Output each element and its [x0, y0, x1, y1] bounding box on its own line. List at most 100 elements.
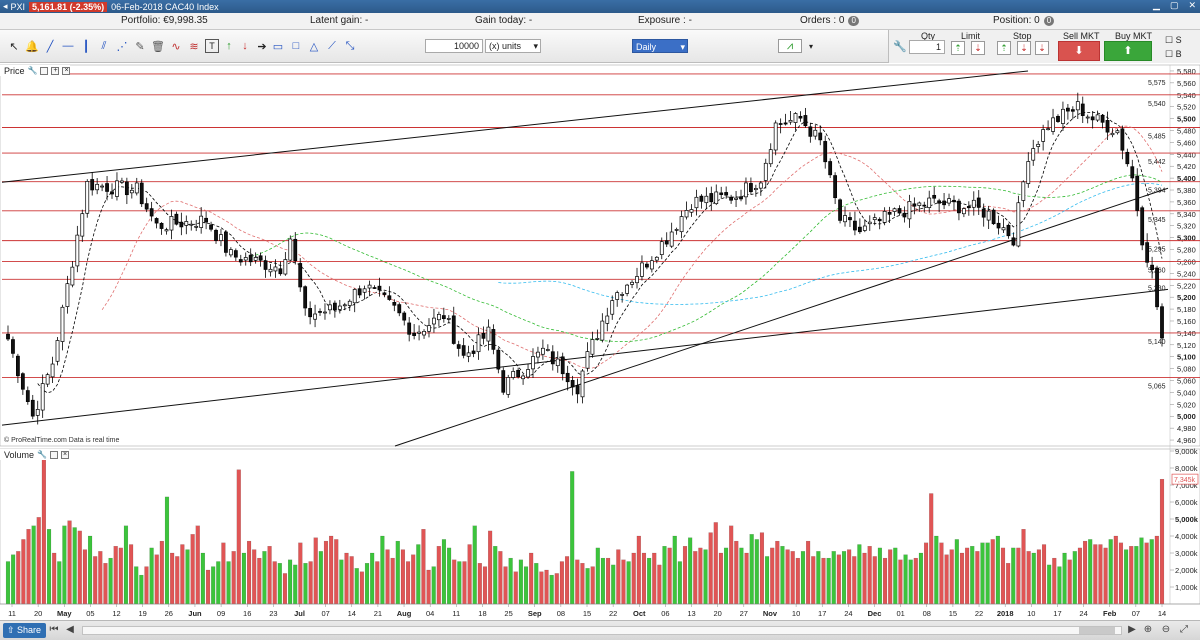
- zoom-in-icon[interactable]: ⊕: [1143, 624, 1153, 635]
- candle-up: [95, 183, 100, 191]
- close-icon[interactable]: ✕: [1188, 0, 1196, 10]
- limit-sell-icon[interactable]: ⇣: [971, 41, 985, 55]
- candle-up: [55, 340, 60, 362]
- orders-count-badge: 0: [848, 15, 859, 26]
- triangle-tool-icon[interactable]: △: [309, 40, 319, 53]
- time-axis-label: 08: [923, 609, 931, 618]
- time-axis-label: 23: [269, 609, 277, 618]
- volume-bar: [159, 540, 164, 605]
- volume-bar: [590, 566, 595, 605]
- units-select[interactable]: (x) units ▾: [485, 39, 541, 53]
- time-axis-label: 11: [452, 609, 460, 618]
- time-axis-label: 09: [217, 609, 225, 618]
- wrench-icon[interactable]: 🔧: [893, 40, 907, 53]
- zoom-out-icon[interactable]: ⊖: [1161, 624, 1171, 635]
- position-label[interactable]: Position: 0: [993, 15, 1040, 26]
- s-checkbox[interactable]: ☐ S: [1165, 35, 1182, 45]
- volume-bar: [170, 552, 175, 605]
- wrench-icon[interactable]: 🔧: [27, 66, 38, 75]
- volume-bar: [723, 547, 729, 605]
- scroll-right-icon[interactable]: ▶: [1128, 624, 1136, 635]
- sell-arrow-icon[interactable]: ↓: [242, 40, 248, 52]
- price-axis-label: 5,440: [1177, 150, 1196, 159]
- channel-tool-icon[interactable]: ⫽: [101, 39, 107, 52]
- measure-tool-icon[interactable]: ⟋: [328, 39, 336, 52]
- maximize-icon[interactable]: ▢: [1169, 0, 1179, 10]
- brush-icon[interactable]: ✎: [135, 40, 145, 53]
- volume-bar: [67, 520, 72, 605]
- candle-down: [461, 345, 466, 356]
- horizontal-line-icon[interactable]: —: [62, 40, 74, 52]
- window-menu-icon[interactable]: ◂: [3, 1, 8, 11]
- share-button[interactable]: ⇧ Share: [3, 623, 47, 638]
- arrow-right-icon[interactable]: ➔: [257, 40, 267, 53]
- restore-icon[interactable]: [50, 450, 58, 459]
- rectangle-tool-icon[interactable]: ▭: [272, 40, 284, 53]
- sell-market-button[interactable]: ⬇: [1058, 41, 1100, 61]
- volume-bar: [226, 561, 231, 605]
- candle-down: [159, 222, 164, 229]
- zoom-tool-icon[interactable]: ⤡: [345, 39, 355, 52]
- qty-input[interactable]: 1: [909, 40, 945, 54]
- candle-down: [318, 311, 322, 313]
- scroll-start-icon[interactable]: ⏮: [49, 624, 59, 635]
- candle-up: [590, 339, 595, 355]
- fibonacci-icon[interactable]: ∿: [171, 40, 181, 53]
- chevron-down-icon[interactable]: ▾: [808, 41, 813, 51]
- candle-down: [991, 209, 996, 225]
- limit-buy-icon[interactable]: ⇡: [951, 41, 965, 55]
- volume-bar: [257, 557, 262, 605]
- volume-bar: [1103, 547, 1108, 605]
- volume-bar: [293, 564, 298, 605]
- close-icon[interactable]: ×: [62, 66, 71, 75]
- trash-icon[interactable]: 🗑: [151, 40, 165, 53]
- close-icon[interactable]: ×: [61, 450, 69, 459]
- price-axis-label: 5,360: [1177, 198, 1196, 207]
- fit-screen-icon[interactable]: ⤢: [1180, 624, 1188, 635]
- volume-bar: [985, 542, 990, 605]
- volume-bar: [426, 569, 431, 605]
- minimize-icon[interactable]: ▁: [1153, 0, 1160, 10]
- price-axis-label: 5,540: [1177, 91, 1196, 100]
- timeframe-select[interactable]: Daily ▾: [632, 39, 688, 53]
- indicators-icon[interactable]: ⩘: [778, 39, 802, 53]
- add-icon[interactable]: +: [51, 66, 60, 75]
- candle-up: [352, 289, 357, 304]
- stop-buy-icon[interactable]: ⇡: [997, 41, 1011, 55]
- text-tool-icon[interactable]: T: [205, 39, 219, 53]
- buy-market-button[interactable]: ⬆: [1104, 41, 1152, 61]
- b-checkbox[interactable]: ☐ B: [1165, 49, 1182, 59]
- candle-up: [115, 180, 119, 197]
- line-tool-icon[interactable]: ╱: [46, 40, 54, 53]
- stop-order-icon[interactable]: ⇣: [1035, 41, 1049, 55]
- fan-tool-icon[interactable]: ⋰: [116, 40, 128, 53]
- scrollbar-thumb[interactable]: [1079, 627, 1115, 634]
- vertical-line-icon[interactable]: ┃: [82, 40, 90, 53]
- volume-bar: [195, 525, 200, 605]
- candle-down: [263, 260, 268, 270]
- wrench-icon[interactable]: 🔧: [37, 450, 47, 459]
- candle-up: [367, 284, 372, 289]
- volume-bar: [472, 525, 477, 605]
- chart-area[interactable]: 5,580 5,560 5,540 5,520 5,500 5,480 5,460 5,440…: [0, 0, 1200, 620]
- candle-down: [471, 350, 476, 354]
- candle-down: [1135, 175, 1140, 211]
- time-scrollbar[interactable]: [82, 626, 1122, 635]
- candle-down: [823, 141, 828, 163]
- volume-bar: [693, 551, 698, 605]
- scroll-left-icon[interactable]: ◀: [66, 624, 74, 635]
- volume-bar: [1057, 566, 1062, 605]
- stop-sell-icon[interactable]: ⇣: [1017, 41, 1031, 55]
- candle-up: [640, 262, 644, 277]
- restore-icon[interactable]: [40, 66, 49, 75]
- candle-down: [818, 132, 823, 141]
- square-tool-icon[interactable]: □: [292, 40, 300, 52]
- volume-bar: [1006, 563, 1011, 605]
- quantity-input[interactable]: 10000: [425, 39, 483, 53]
- buy-arrow-icon[interactable]: ↑: [226, 40, 232, 52]
- alert-bell-icon[interactable]: 🔔: [25, 40, 39, 53]
- fibonacci-fan-icon[interactable]: ≋: [189, 40, 199, 53]
- orders-label[interactable]: Orders : 0: [800, 15, 845, 26]
- cursor-icon[interactable]: ↖: [9, 40, 19, 53]
- instrument-code: PXI: [10, 1, 26, 12]
